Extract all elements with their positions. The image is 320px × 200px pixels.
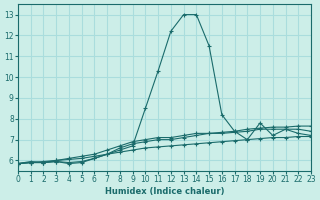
X-axis label: Humidex (Indice chaleur): Humidex (Indice chaleur) [105, 187, 224, 196]
